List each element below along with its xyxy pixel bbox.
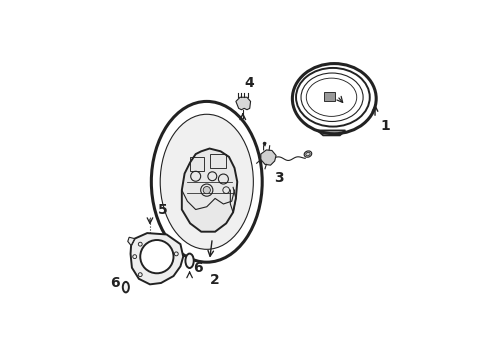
Text: 4: 4 [245, 76, 255, 90]
Text: 2: 2 [210, 273, 220, 287]
Text: 6: 6 [193, 261, 203, 275]
Ellipse shape [160, 114, 253, 249]
Circle shape [140, 240, 173, 273]
Polygon shape [182, 149, 237, 232]
Polygon shape [236, 97, 250, 110]
Ellipse shape [304, 151, 312, 157]
Circle shape [203, 186, 210, 194]
Ellipse shape [123, 282, 129, 292]
Text: 3: 3 [274, 171, 284, 185]
Polygon shape [128, 237, 135, 246]
Text: 1: 1 [381, 120, 391, 133]
Polygon shape [261, 150, 276, 165]
Polygon shape [130, 233, 183, 284]
Text: 5: 5 [158, 203, 167, 217]
Ellipse shape [185, 253, 194, 268]
FancyBboxPatch shape [324, 92, 335, 100]
Text: 6: 6 [110, 276, 120, 290]
